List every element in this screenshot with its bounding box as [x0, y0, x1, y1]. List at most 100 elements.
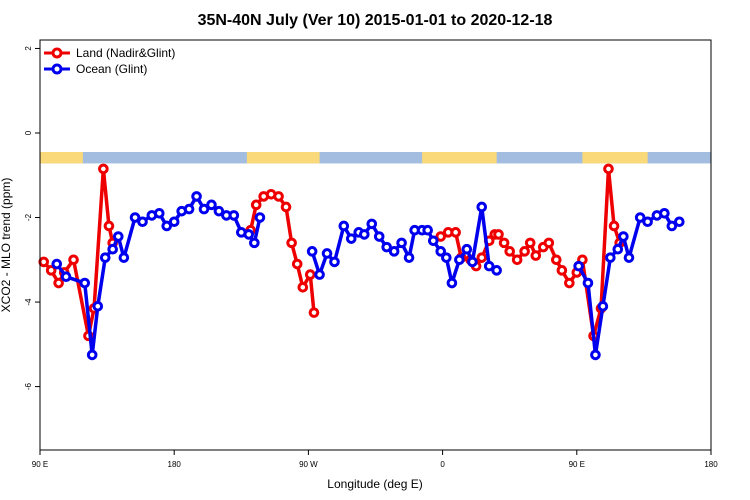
data-point [280, 201, 292, 213]
data-point [435, 231, 447, 242]
data-point [659, 207, 670, 219]
x-axis-label: Longitude (deg E) [327, 477, 422, 491]
data-point [597, 300, 609, 312]
data-point [168, 216, 180, 228]
legend: Land (Nadir&Glint) Ocean (Glint) [44, 46, 175, 76]
data-point [618, 231, 629, 242]
data-point [206, 199, 217, 211]
data-point [603, 163, 614, 175]
legend-ocean-label: Ocean (Glint) [76, 62, 147, 76]
data-point [573, 260, 584, 272]
data-point [254, 212, 266, 223]
y-tick-label: -6 [24, 382, 33, 390]
data-point [403, 252, 415, 263]
data-point [450, 227, 461, 238]
data-point [605, 252, 616, 263]
land-band-segment [40, 152, 83, 164]
data-point [273, 191, 284, 202]
series-line [42, 167, 115, 338]
series-ocean [51, 191, 685, 361]
x-tick-label: 0 [440, 460, 445, 469]
data-point [308, 307, 320, 318]
data-point [228, 210, 240, 221]
data-point [103, 220, 115, 232]
data-point [321, 248, 333, 259]
plot-frame [39, 39, 712, 451]
data-point [249, 237, 260, 249]
data-point [45, 265, 57, 276]
chart-title: 35N-40N July (Ver 10) 2015-01-01 to 2020… [198, 12, 553, 29]
data-point [153, 207, 165, 219]
data-point [511, 254, 523, 266]
data-point [250, 199, 262, 211]
legend-ocean-marker [51, 63, 63, 75]
plot-series [38, 163, 685, 361]
data-point [461, 243, 473, 255]
data-point [674, 216, 685, 228]
data-point [161, 220, 173, 232]
series-line [248, 192, 316, 313]
data-point [243, 229, 255, 240]
data-point [329, 256, 340, 268]
data-point [550, 254, 562, 266]
data-point [304, 269, 316, 280]
data-point [98, 163, 109, 175]
data-point [642, 216, 653, 228]
data-point [191, 191, 202, 202]
data-point [524, 237, 536, 249]
y-axis-ticks: 2 0 -2 -4 -6 [24, 46, 40, 390]
y-tick-label: 0 [24, 130, 33, 135]
data-point [92, 300, 104, 312]
land-band-segment [246, 152, 320, 164]
data-point [86, 349, 98, 361]
x-tick-label: 180 [704, 460, 718, 469]
data-point [582, 277, 594, 289]
data-point [198, 203, 210, 215]
legend-land-label: Land (Nadir&Glint) [76, 46, 175, 60]
land-band-segment [422, 152, 497, 164]
data-point [366, 218, 378, 230]
data-point [467, 256, 478, 268]
data-point [338, 220, 350, 232]
data-point [476, 201, 488, 213]
data-point [634, 212, 646, 223]
data-point [530, 250, 542, 261]
data-point [314, 269, 325, 280]
y-tick-label: -4 [24, 298, 33, 306]
data-point [454, 254, 465, 266]
x-axis-ticks: 90 E 180 90 W 0 90 E 180 [32, 450, 718, 469]
data-point [388, 246, 400, 257]
y-tick-label: 2 [24, 46, 33, 51]
data-point [286, 237, 297, 249]
data-point [590, 349, 601, 361]
data-point [491, 265, 502, 276]
data-point [446, 277, 458, 289]
data-point [60, 271, 72, 283]
data-point [476, 252, 488, 263]
data-point [213, 205, 225, 217]
data-point [38, 256, 50, 268]
data-point [107, 243, 118, 255]
data-point [373, 231, 385, 242]
data-point [79, 277, 91, 289]
x-tick-label: 90 E [569, 460, 585, 469]
x-tick-label: 90 W [299, 460, 318, 469]
data-point [427, 235, 439, 247]
data-point [504, 246, 516, 257]
data-point [68, 254, 79, 266]
data-point [498, 237, 510, 249]
data-point [396, 237, 407, 249]
series-line [577, 211, 681, 357]
data-point [129, 212, 141, 223]
data-point [564, 277, 575, 289]
data-point [623, 252, 635, 263]
land-ocean-mask [40, 152, 711, 164]
legend-land-marker [51, 47, 63, 59]
data-point [183, 203, 195, 215]
data-point [666, 220, 678, 232]
ocean-band [40, 152, 711, 164]
data-point [112, 231, 124, 242]
data-point [608, 220, 620, 232]
data-point [422, 224, 433, 236]
